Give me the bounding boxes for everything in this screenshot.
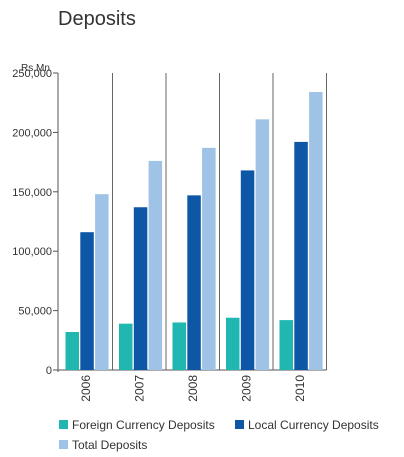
bar-total-deposits-2007: [148, 160, 163, 370]
x-tick-label: 2007: [132, 375, 146, 402]
legend-swatch: [59, 420, 68, 429]
legend-label: Total Deposits: [72, 438, 147, 452]
bar-foreign-currency-deposits-2010: [279, 320, 293, 370]
x-tick-label: 2010: [293, 375, 307, 402]
legend-swatch: [59, 440, 68, 449]
y-tick-label: 200,000: [12, 127, 52, 139]
legend-swatch: [235, 420, 244, 429]
bar-foreign-currency-deposits-2006: [65, 331, 79, 370]
bar-foreign-currency-deposits-2009: [226, 317, 240, 370]
y-tick-label: 0: [46, 365, 52, 377]
bar-local-currency-deposits-2008: [187, 195, 201, 370]
y-tick-label: 100,000: [12, 246, 52, 258]
bar-total-deposits-2008: [202, 147, 216, 370]
bar-local-currency-deposits-2007: [133, 207, 148, 370]
y-tick-label: 50,000: [18, 306, 52, 318]
bar-foreign-currency-deposits-2008: [172, 322, 186, 370]
chart-title: Deposits: [58, 8, 136, 30]
axis-layer: [53, 72, 327, 372]
bar-total-deposits-2006: [95, 194, 109, 370]
y-tick-label: 150,000: [12, 187, 52, 199]
legend-label: Local Currency Deposits: [248, 418, 379, 432]
bar-local-currency-deposits-2010: [294, 141, 308, 370]
x-tick-label: 2009: [239, 375, 253, 402]
bar-total-deposits-2010: [309, 92, 323, 371]
y-tick-label: 250,000: [12, 68, 52, 80]
legend-label: Foreign Currency Deposits: [72, 418, 215, 432]
bar-foreign-currency-deposits-2007: [119, 323, 133, 370]
label-layer: 0 50,000 100,000 150,000 200,000 250,000 2006 2…: [12, 68, 307, 402]
legend: Foreign Currency Deposits Local Currency …: [59, 418, 379, 452]
bar-layer: [65, 92, 323, 371]
y-axis-unit-label: Rs.Mn: [21, 63, 50, 74]
x-tick-label: 2006: [79, 375, 93, 402]
bar-local-currency-deposits-2009: [240, 170, 255, 370]
bar-local-currency-deposits-2006: [80, 232, 94, 370]
x-tick-label: 2008: [186, 375, 200, 402]
bar-total-deposits-2009: [255, 119, 270, 370]
